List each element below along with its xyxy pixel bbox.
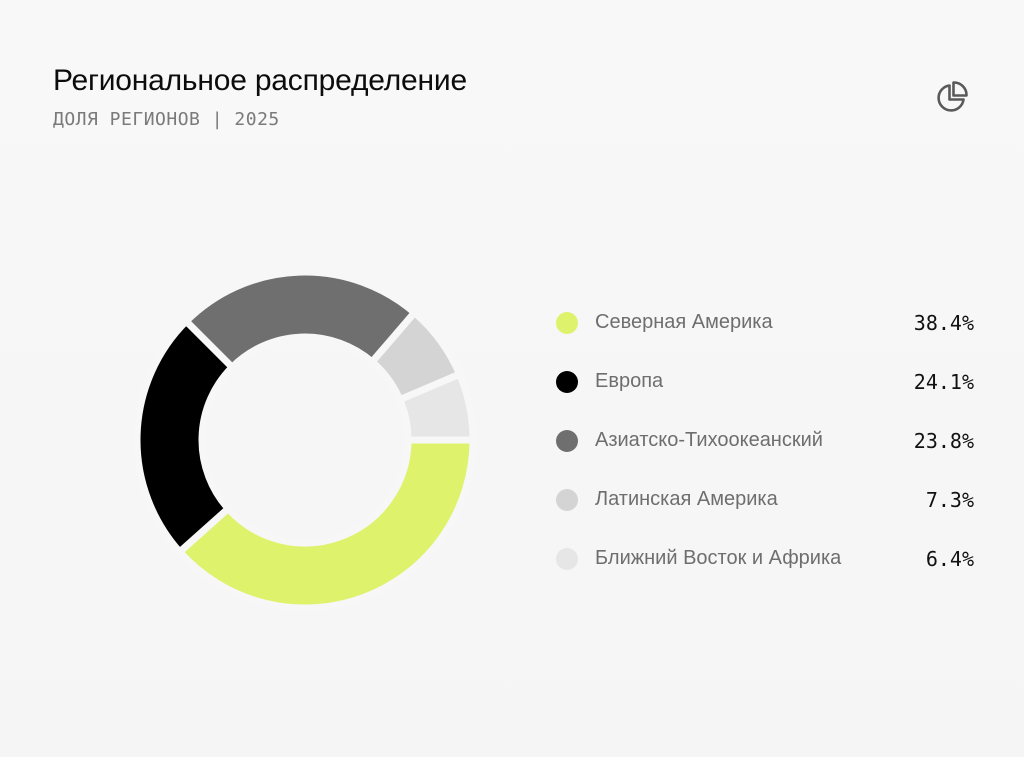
legend-label: Северная Америка [595,311,773,333]
chart-type-button[interactable] [934,79,970,115]
legend-swatch [556,488,578,511]
legend-item[interactable]: Северная Америка 38.4% [556,293,974,352]
legend-value: 6.4% [925,546,974,571]
chart-legend: Северная Америка 38.4% Европа 24.1% Азиатско… [556,293,974,588]
page-title: Региональное распределение [53,64,467,97]
legend-item[interactable]: Европа 24.1% [556,352,974,411]
donut-chart [133,268,477,612]
legend-item[interactable]: Ближний Восток и Африка 6.4% [556,529,974,588]
legend-value: 7.3% [925,487,974,512]
legend-value: 23.8% [913,428,974,453]
legend-item[interactable]: Азиатско-Тихоокеанский 23.8% [556,411,974,470]
donut-slice-1[interactable] [174,436,477,612]
legend-value: 38.4% [913,310,974,335]
legend-value: 24.1% [913,369,974,394]
legend-swatch [556,370,578,393]
legend-label: Азиатско-Тихоокеанский [595,429,823,451]
chart-header: Региональное распределение ДОЛЯ РЕГИОНОВ… [53,62,467,132]
page-subtitle: ДОЛЯ РЕГИОНОВ | 2025 [53,109,280,130]
legend-swatch [556,547,578,570]
legend-label: Ближний Восток и Африка [595,547,842,569]
legend-label: Латинская Америка [595,488,778,510]
legend-label: Европа [595,370,664,392]
legend-item[interactable]: Латинская Америка 7.3% [556,470,974,529]
donut-slice-5[interactable] [395,369,477,444]
pie-chart-icon [937,81,968,112]
donut-slice-3[interactable] [181,268,420,373]
legend-swatch [556,429,578,452]
donut-slice-2[interactable] [133,316,238,557]
legend-swatch [556,311,578,334]
